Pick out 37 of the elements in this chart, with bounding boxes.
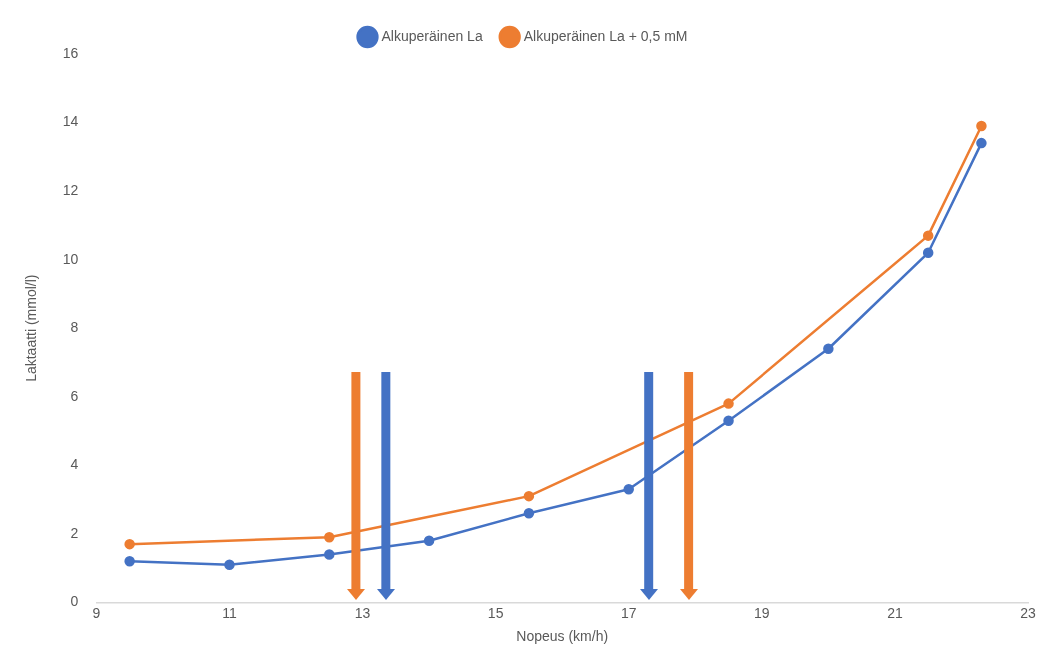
point <box>523 490 535 502</box>
point <box>324 549 335 560</box>
point <box>124 556 135 567</box>
x-tick-label: 17 <box>620 604 637 621</box>
point <box>723 398 734 409</box>
y-tick-label: 8 <box>70 319 79 336</box>
point <box>224 559 235 570</box>
x-axis-title: Nopeus (km/h) <box>516 628 609 645</box>
x-tick-label: 13 <box>354 604 371 621</box>
point <box>976 137 987 149</box>
point <box>423 535 435 546</box>
y-tick-label: 14 <box>62 113 79 130</box>
y-axis-title: Laktaatti (mmol/l) <box>23 274 40 382</box>
x-tick-label: 23 <box>1020 604 1036 621</box>
y-tick-label: 12 <box>62 181 79 198</box>
point <box>976 120 987 132</box>
y-tick-label: 2 <box>70 524 79 541</box>
point <box>723 415 734 426</box>
point <box>623 484 634 495</box>
x-tick-label: 11 <box>222 604 237 621</box>
x-tick-label: 9 <box>92 604 101 621</box>
x-tick-label: 19 <box>754 604 770 621</box>
y-tick-label: 16 <box>62 44 79 61</box>
point <box>922 230 934 241</box>
point <box>124 538 135 550</box>
y-tick-label: 4 <box>70 456 79 473</box>
y-tick-label: 6 <box>70 387 79 404</box>
point <box>523 508 535 519</box>
x-tick-label: 15 <box>487 604 504 621</box>
y-tick-label: 0 <box>70 593 79 610</box>
legend-label: Alkuperäinen La + 0,5 mM <box>523 27 688 44</box>
legend-label: Alkuperäinen La <box>381 27 483 44</box>
point <box>823 343 834 355</box>
x-tick-label: 21 <box>887 604 903 621</box>
point <box>922 247 934 259</box>
point <box>324 532 335 543</box>
y-tick-label: 10 <box>62 250 79 267</box>
